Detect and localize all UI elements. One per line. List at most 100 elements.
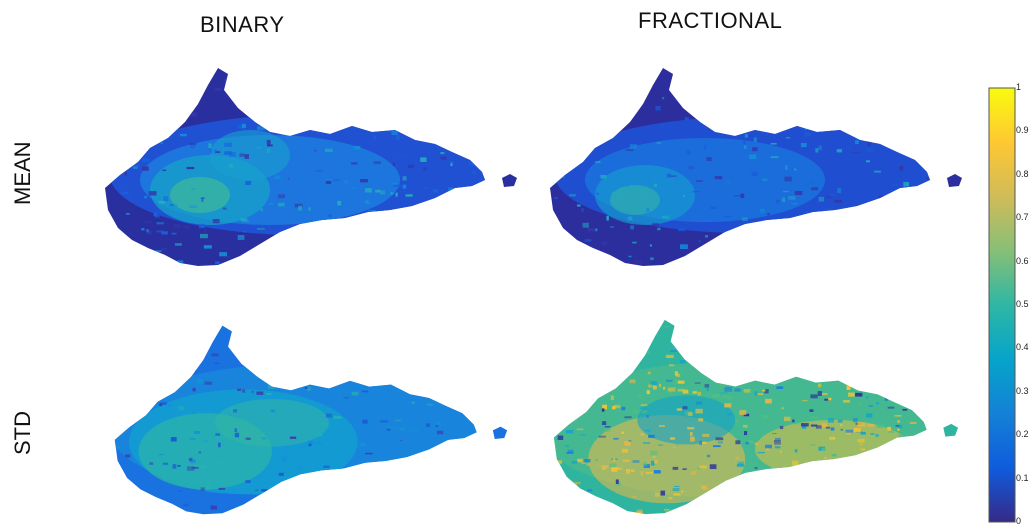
terrain-speckle [292,71,300,74]
terrain-speckle [591,351,599,353]
terrain-speckle [460,351,466,355]
terrain-speckle [586,463,591,466]
terrain-speckle [472,219,480,222]
terrain-speckle [186,166,195,170]
terrain-speckle [554,426,557,429]
terrain-speckle [424,206,431,210]
terrain-speckle [924,324,927,329]
terrain-speckle [917,452,924,457]
terrain-speckle [897,349,902,355]
terrain-speckle [373,135,377,140]
terrain-speckle [616,467,622,470]
terrain-speckle [131,108,137,111]
terrain-speckle [448,111,453,113]
terrain-speckle [602,383,606,388]
terrain-speckle [342,96,349,98]
terrain-speckle [751,171,758,177]
terrain-speckle [353,145,361,150]
terrain-speckle [844,339,849,345]
terrain-speckle [478,364,484,368]
terrain-speckle [650,257,654,261]
terrain-speckle [155,250,162,252]
terrain-speckle [472,398,477,400]
terrain-speckle [467,497,470,503]
terrain-speckle [825,426,831,429]
terrain-speckle [215,87,221,92]
terrain-speckle [304,120,311,124]
terrain-speckle [603,428,611,432]
terrain-speckle [396,109,401,112]
terrain-speckle [735,440,741,445]
terrain-speckle [821,447,826,451]
terrain-speckle [461,216,467,220]
terrain-speckle [877,346,884,351]
terrain-speckle [760,377,767,381]
terrain-speckle [237,388,242,391]
terrain-speckle [824,207,832,210]
terrain-speckle [363,462,367,466]
terrain-speckle [765,444,772,449]
terrain-speckle [588,512,592,515]
terrain-speckle [761,379,769,382]
terrain-speckle [759,491,762,496]
terrain-speckle [807,330,813,335]
terrain-speckle [294,203,303,208]
terrain-speckle [609,264,615,266]
terrain-speckle [745,441,749,445]
terrain-speckle [914,506,922,508]
terrain-speckle [599,324,602,329]
terrain-speckle [765,495,773,498]
terrain-speckle [846,480,855,483]
terrain-speckle [645,471,654,474]
terrain-speckle [371,496,376,499]
terrain-speckle [394,341,400,345]
terrain-speckle [862,339,865,344]
intensity-region [214,398,330,447]
terrain-speckle [885,368,892,371]
terrain-speckle [754,467,758,469]
terrain-speckle [411,494,419,497]
terrain-speckle [818,383,822,388]
terrain-speckle [641,410,647,414]
terrain-speckle [571,97,575,100]
terrain-speckle [245,480,251,484]
terrain-speckle [614,94,619,98]
terrain-speckle [815,148,819,153]
terrain-speckle [672,446,676,448]
terrain-speckle [625,149,634,152]
terrain-speckle [888,477,893,481]
terrain-speckle [412,401,415,404]
terrain-speckle [595,459,598,462]
terrain-speckle [803,89,808,94]
terrain-speckle [732,360,736,364]
terrain-speckle [695,180,703,182]
terrain-speckle [598,435,606,438]
terrain-speckle [751,361,755,366]
terrain-speckle [286,386,294,390]
terrain-speckle [199,223,205,229]
terrain-speckle [646,415,649,418]
terrain-speckle [464,246,471,251]
terrain-speckle [813,362,821,367]
terrain-speckle [396,368,400,373]
terrain-speckle [724,366,730,370]
terrain-speckle [172,464,177,469]
terrain-speckle [774,506,777,511]
terrain-speckle [402,184,407,189]
terrain-speckle [773,440,781,445]
terrain-speckle [877,338,885,343]
terrain-speckle [169,119,177,123]
terrain-speckle [201,198,204,202]
terrain-speckle [244,437,251,440]
terrain-speckle [471,171,476,174]
terrain-speckle [440,156,447,160]
terrain-speckle [680,244,688,250]
terrain-speckle [330,495,337,499]
terrain-speckle [702,433,710,437]
terrain-speckle [692,191,700,193]
terrain-speckle [162,169,167,171]
terrain-speckle [902,408,908,411]
terrain-speckle [267,154,276,157]
terrain-speckle [159,403,163,407]
terrain-speckle [334,260,341,264]
